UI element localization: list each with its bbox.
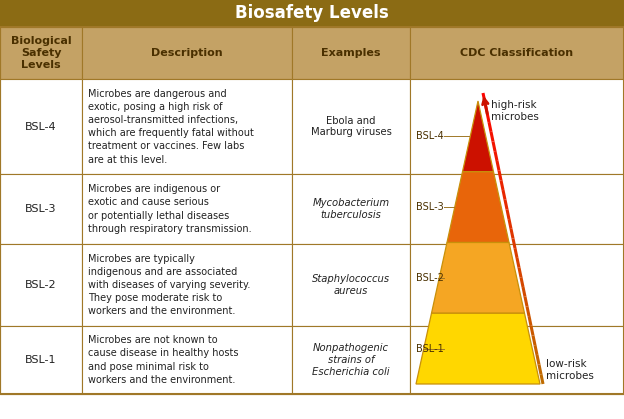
Polygon shape bbox=[432, 243, 525, 313]
Text: BSL-2: BSL-2 bbox=[416, 273, 444, 283]
Polygon shape bbox=[462, 101, 494, 172]
Bar bbox=[82, 174, 292, 244]
Bar bbox=[410, 326, 624, 394]
Bar bbox=[82, 244, 292, 326]
Text: BSL-1: BSL-1 bbox=[416, 344, 444, 354]
Text: Ebola and
Marburg viruses: Ebola and Marburg viruses bbox=[311, 116, 391, 137]
Text: BSL-3: BSL-3 bbox=[25, 204, 57, 214]
Bar bbox=[292, 79, 410, 174]
Text: BSL-1: BSL-1 bbox=[25, 355, 57, 365]
Text: BSL-4: BSL-4 bbox=[25, 122, 57, 132]
Bar bbox=[292, 244, 410, 326]
Text: CDC Classification: CDC Classification bbox=[461, 48, 573, 58]
Text: BSL-4: BSL-4 bbox=[416, 132, 444, 141]
Bar bbox=[82, 79, 292, 174]
Text: BSL-2: BSL-2 bbox=[25, 280, 57, 290]
Text: Description: Description bbox=[151, 48, 223, 58]
Bar bbox=[410, 79, 624, 174]
Bar bbox=[410, 27, 624, 79]
Bar bbox=[82, 27, 292, 79]
Text: Microbes are not known to
cause disease in healthy hosts
and pose minimal risk t: Microbes are not known to cause disease … bbox=[88, 335, 238, 385]
Bar bbox=[0, 0, 624, 27]
Bar bbox=[410, 174, 624, 244]
Bar bbox=[0, 174, 82, 244]
Bar bbox=[0, 27, 82, 79]
Text: Staphylococcus
aureus: Staphylococcus aureus bbox=[312, 274, 390, 296]
Text: Examples: Examples bbox=[321, 48, 381, 58]
Text: Mycobacterium
tuberculosis: Mycobacterium tuberculosis bbox=[313, 198, 389, 220]
Text: Microbes are indigenous or
exotic and cause serious
or potentially lethal diseas: Microbes are indigenous or exotic and ca… bbox=[88, 184, 251, 234]
Text: Biosafety Levels: Biosafety Levels bbox=[235, 5, 389, 23]
Text: Nonpathogenic
strains of
Escherichia coli: Nonpathogenic strains of Escherichia col… bbox=[312, 344, 390, 377]
Text: BSL-3: BSL-3 bbox=[416, 202, 444, 212]
Bar bbox=[82, 326, 292, 394]
Text: low-risk
microbes: low-risk microbes bbox=[546, 359, 594, 381]
Bar bbox=[0, 79, 82, 174]
Bar bbox=[0, 326, 82, 394]
Text: high-risk
microbes: high-risk microbes bbox=[491, 100, 539, 122]
Text: Microbes are typically
indigenous and are associated
with diseases of varying se: Microbes are typically indigenous and ar… bbox=[88, 253, 250, 316]
Bar bbox=[410, 244, 624, 326]
Polygon shape bbox=[416, 313, 540, 384]
Bar bbox=[292, 174, 410, 244]
Polygon shape bbox=[447, 172, 509, 243]
Text: Biological
Safety
Levels: Biological Safety Levels bbox=[11, 36, 71, 70]
Bar bbox=[292, 326, 410, 394]
Bar bbox=[292, 27, 410, 79]
Text: Microbes are dangerous and
exotic, posing a high risk of
aerosol-transmitted inf: Microbes are dangerous and exotic, posin… bbox=[88, 88, 254, 165]
Bar bbox=[0, 244, 82, 326]
Bar bbox=[0, 27, 624, 394]
